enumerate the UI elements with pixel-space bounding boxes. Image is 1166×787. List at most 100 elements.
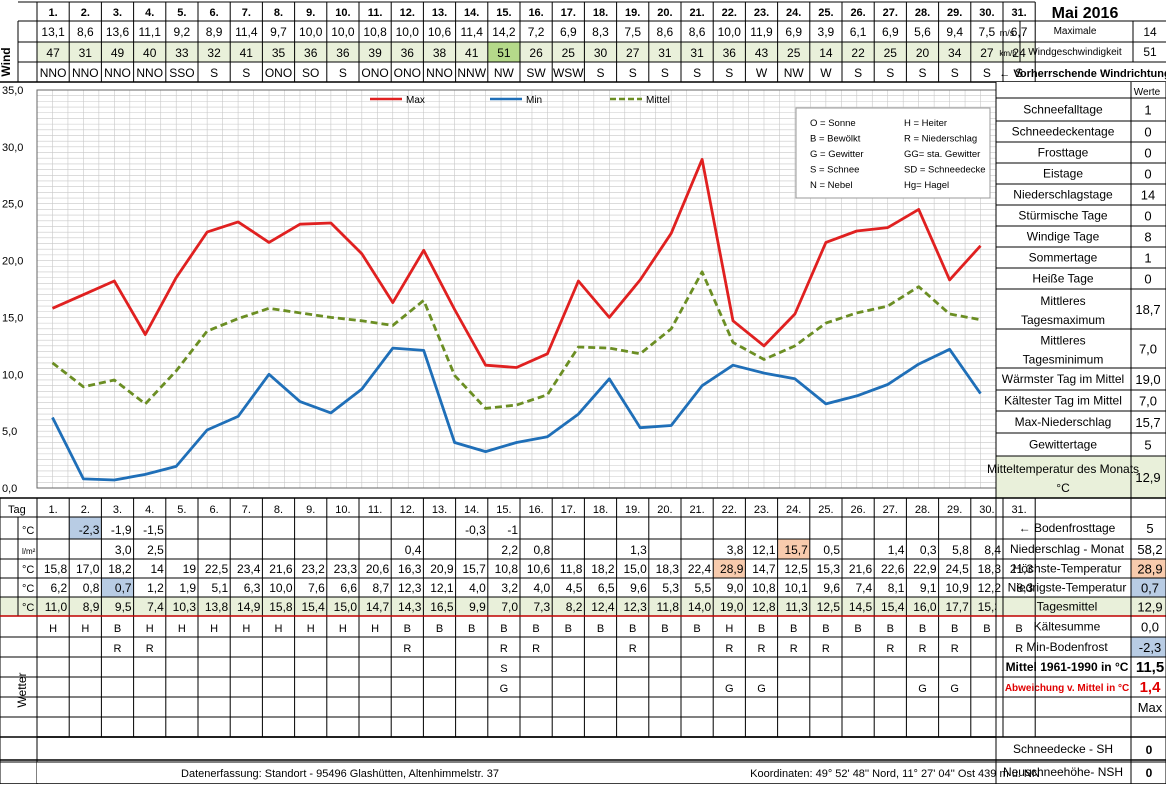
weather-3-29: G xyxy=(950,683,959,695)
wind-dir-13: NNO xyxy=(426,66,453,80)
max-val-18: 18,2 xyxy=(591,562,615,576)
max-val-21: 22,4 xyxy=(688,562,712,576)
wind-dir-21: S xyxy=(693,66,701,80)
y-tick-6: 30,0 xyxy=(2,142,23,154)
wind-ms-24: 6,9 xyxy=(785,25,802,39)
wind-ms-4: 11,1 xyxy=(138,25,161,39)
mittel-1961-value: 11,5 xyxy=(1136,659,1164,676)
mean-val-8: 15,8 xyxy=(269,600,293,614)
header-day-9: 9. xyxy=(306,7,315,19)
legend-label-max: Max xyxy=(406,95,425,106)
mean-val-20: 11,8 xyxy=(657,600,680,614)
table-day-3: 3. xyxy=(113,504,122,516)
min-val-8: 10,0 xyxy=(269,581,293,595)
wind-dir-15: NW xyxy=(494,66,515,80)
table-day-10: 10. xyxy=(335,504,350,516)
mean-val-17: 8,2 xyxy=(566,600,583,614)
wind-kmh-30: 27 xyxy=(980,46,994,60)
mean-val-26: 14,5 xyxy=(849,600,873,614)
weather-1-3: R xyxy=(114,643,122,655)
wind-ms-7: 11,4 xyxy=(235,25,258,39)
max-val-30: 18,3 xyxy=(978,562,1002,576)
wind-kmh-3: 49 xyxy=(111,46,125,60)
min-val-3: 0,7 xyxy=(115,581,132,595)
min-val-25: 9,6 xyxy=(823,581,840,595)
table-day-2: 2. xyxy=(81,504,90,516)
unit-kmh: km/h xyxy=(999,49,1016,58)
weather-key-right-1: R = Niederschlag xyxy=(904,134,977,145)
max-val-11: 20,6 xyxy=(366,562,390,576)
weather-0-13: B xyxy=(436,623,443,635)
y-tick-7: 35,0 xyxy=(2,85,23,97)
weather-key-right-0: H = Heiter xyxy=(904,118,947,129)
wind-dir-30: S xyxy=(983,66,991,80)
header-day-22: 22. xyxy=(722,7,737,19)
min-val-17: 4,5 xyxy=(566,581,583,595)
mean-val-28: 16,0 xyxy=(913,600,937,614)
table-day-9: 9. xyxy=(306,504,315,516)
table-day-22: 22. xyxy=(722,504,737,516)
weather-3-22: G xyxy=(725,683,734,695)
max-val-5: 19 xyxy=(183,562,197,576)
max-val-24: 12,5 xyxy=(784,562,808,576)
table-day-25: 25. xyxy=(818,504,833,516)
header-day-31: 31. xyxy=(1011,7,1026,19)
y-tick-2: 10,0 xyxy=(2,369,23,381)
wind-kmh-5: 33 xyxy=(175,46,189,60)
header-day-3: 3. xyxy=(113,7,122,19)
tagesmittel-label: Tagesmittel xyxy=(1037,600,1098,614)
wind-kmh-20: 31 xyxy=(658,46,672,60)
weather-1-12: R xyxy=(403,643,411,655)
min-val-5: 1,9 xyxy=(179,581,196,595)
min-val-16: 4,0 xyxy=(534,581,551,595)
niedrigste-label: Niedrigste-Temperatur xyxy=(1008,581,1127,595)
stat-value-4: 14 xyxy=(1141,188,1155,203)
stat-value-6: 8 xyxy=(1144,230,1151,245)
table-day-28: 28. xyxy=(915,504,930,516)
wind-kmh-1: 47 xyxy=(46,46,60,60)
wind-ms-15: 14,2 xyxy=(492,25,516,39)
wind-kmh-14: 41 xyxy=(465,46,479,60)
precip-val-27: 1,4 xyxy=(888,543,905,557)
wind-ms-10: 10,0 xyxy=(331,25,355,39)
wind-dir-26: S xyxy=(854,66,862,80)
table-day-24: 24. xyxy=(786,504,801,516)
wind-kmh-27: 25 xyxy=(884,46,898,60)
stat-value-14: 5 xyxy=(1144,438,1151,453)
wind-kmh-18: 30 xyxy=(594,46,608,60)
wind-ms-11: 10,8 xyxy=(363,25,387,39)
wind-ms-12: 10,0 xyxy=(396,25,420,39)
wind-ms-14: 11,4 xyxy=(460,25,483,39)
weather-0-9: H xyxy=(307,623,315,635)
max-val-27: 22,6 xyxy=(881,562,905,576)
header-day-13: 13. xyxy=(432,7,447,19)
wind-label: Wind xyxy=(0,47,13,76)
weather-0-17: B xyxy=(565,623,572,635)
bodenfrost-value: 5 xyxy=(1146,521,1153,536)
wind-ms-17: 6,9 xyxy=(560,25,577,39)
wind-dir-7: S xyxy=(242,66,250,80)
min-val-19: 9,6 xyxy=(630,581,647,595)
stat-label-8: Heiße Tage xyxy=(1032,272,1093,286)
mean-val-18: 12,4 xyxy=(591,600,615,614)
weather-0-3: B xyxy=(114,623,121,635)
min-val-27: 8,1 xyxy=(888,581,905,595)
weather-1-16: R xyxy=(532,643,540,655)
wind-dir-23: W xyxy=(756,66,768,80)
mean-val-6: 13,8 xyxy=(205,600,229,614)
table-day-17: 17. xyxy=(561,504,576,516)
weather-0-22: H xyxy=(725,623,733,635)
mean-val-15: 7,0 xyxy=(501,600,518,614)
mean-val-14: 9,9 xyxy=(469,600,486,614)
stat-label-4: Niederschlagstage xyxy=(1013,188,1113,202)
min-val-21: 5,5 xyxy=(695,581,712,595)
wind-dir-22: S xyxy=(725,66,733,80)
wind-kmh-23: 43 xyxy=(755,46,769,60)
table-day-19: 19. xyxy=(625,504,640,516)
weather-3-28: G xyxy=(918,683,927,695)
precip-val-30: 8,4 xyxy=(984,543,1001,557)
table-day-15: 15. xyxy=(496,504,511,516)
stats-panel-bg xyxy=(996,82,1166,498)
wind-dir-3: NNO xyxy=(104,66,131,80)
